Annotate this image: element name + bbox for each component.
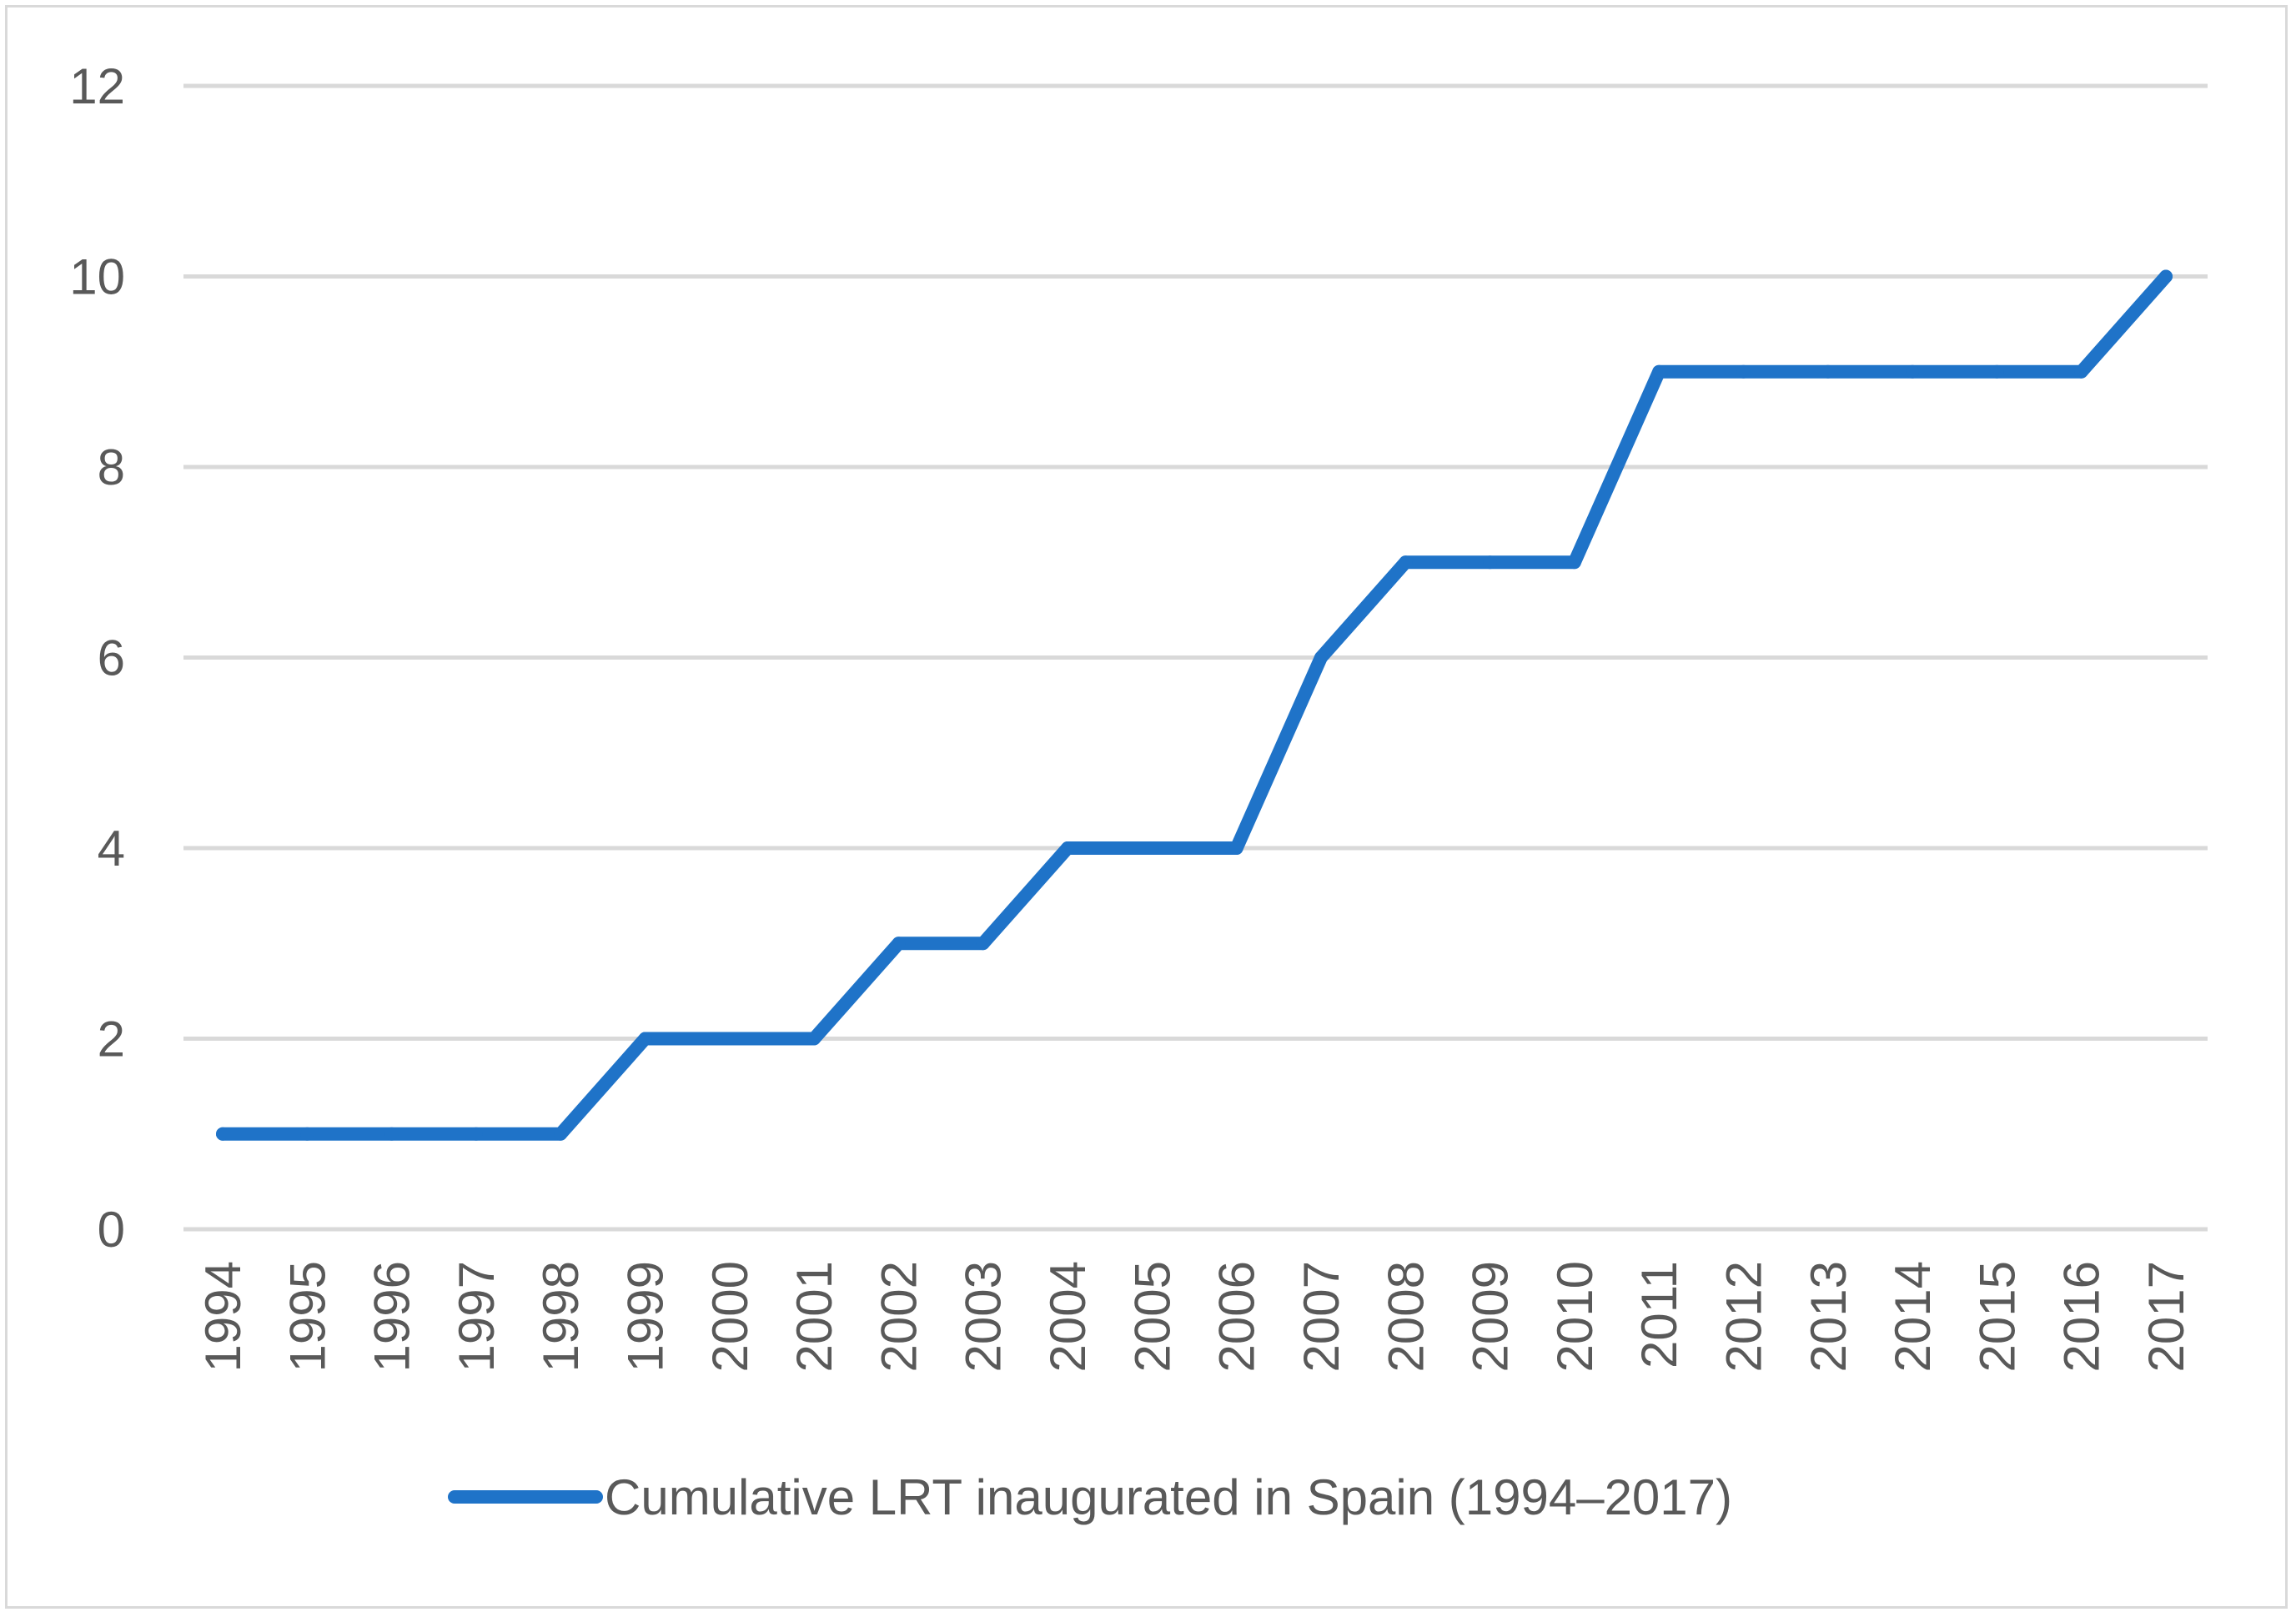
x-tick-label: 2003 bbox=[956, 1261, 1012, 1372]
chart-frame bbox=[5, 5, 2288, 1609]
data-point-1998 bbox=[554, 1127, 568, 1141]
x-tick-label: 2015 bbox=[1969, 1261, 2025, 1372]
data-point-2003 bbox=[976, 937, 990, 951]
data-point-2000 bbox=[722, 1032, 736, 1046]
series-line bbox=[216, 269, 2173, 1141]
legend: Cumulative LRT inaugurated in Spain (199… bbox=[448, 1469, 1732, 1525]
data-point-1994 bbox=[216, 1127, 229, 1141]
y-axis-labels: 0 2 4 6 8 10 12 bbox=[69, 58, 125, 1258]
x-tick-label: 2017 bbox=[2138, 1261, 2194, 1372]
series-layer bbox=[216, 269, 2173, 1141]
y-tick-label: 10 bbox=[69, 249, 125, 305]
data-point-2016 bbox=[2074, 364, 2088, 379]
x-tick-label: 2005 bbox=[1124, 1261, 1180, 1372]
x-tick-label: 2016 bbox=[2054, 1261, 2110, 1372]
data-point-2017 bbox=[2159, 269, 2173, 284]
data-point-1999 bbox=[638, 1032, 652, 1046]
data-point-1995 bbox=[300, 1127, 314, 1141]
data-point-2015 bbox=[1990, 364, 2004, 379]
data-point-2012 bbox=[1736, 364, 1751, 379]
y-tick-label: 0 bbox=[98, 1202, 125, 1258]
x-tick-label: 1998 bbox=[533, 1261, 589, 1372]
x-tick-label: 2012 bbox=[1716, 1261, 1771, 1372]
data-point-2006 bbox=[1229, 841, 1243, 855]
data-point-2007 bbox=[1314, 650, 1328, 665]
data-point-1996 bbox=[384, 1127, 399, 1141]
data-point-2001 bbox=[807, 1032, 821, 1046]
x-tick-label: 1994 bbox=[195, 1261, 251, 1372]
x-tick-label: 2014 bbox=[1885, 1261, 1941, 1372]
data-point-2014 bbox=[1906, 364, 1920, 379]
y-tick-label: 8 bbox=[98, 439, 125, 495]
data-point-1997 bbox=[469, 1127, 483, 1141]
x-tick-label: 2008 bbox=[1378, 1261, 1434, 1372]
x-tick-label: 1996 bbox=[364, 1261, 420, 1372]
y-tick-label: 4 bbox=[98, 821, 125, 876]
x-tick-label: 2011 bbox=[1631, 1261, 1687, 1368]
data-point-2013 bbox=[1821, 364, 1835, 379]
y-tick-label: 2 bbox=[98, 1012, 125, 1067]
y-tick-label: 6 bbox=[98, 630, 125, 686]
x-tick-label: 2004 bbox=[1040, 1261, 1096, 1372]
x-tick-label: 2006 bbox=[1209, 1261, 1265, 1372]
data-point-2011 bbox=[1652, 364, 1666, 379]
data-point-2002 bbox=[892, 937, 906, 951]
x-tick-label: 2007 bbox=[1294, 1261, 1349, 1372]
x-tick-label: 2009 bbox=[1463, 1261, 1519, 1372]
x-axis-labels: 1994 1995 1996 1997 1998 1999 2000 2001 2002 2003… bbox=[195, 1261, 2194, 1372]
data-point-2004 bbox=[1061, 841, 1075, 855]
y-tick-label: 12 bbox=[69, 58, 125, 114]
x-tick-label: 1999 bbox=[618, 1261, 674, 1372]
gridlines bbox=[183, 83, 2208, 1232]
x-tick-label: 2000 bbox=[702, 1261, 758, 1372]
x-tick-label: 2001 bbox=[786, 1261, 842, 1372]
data-point-2008 bbox=[1399, 555, 1413, 570]
legend-label: Cumulative LRT inaugurated in Spain (199… bbox=[605, 1469, 1732, 1525]
data-point-2010 bbox=[1567, 555, 1581, 570]
x-tick-label: 1997 bbox=[449, 1261, 505, 1372]
data-point-2009 bbox=[1483, 555, 1497, 570]
x-tick-label: 2002 bbox=[871, 1261, 927, 1372]
x-tick-label: 2013 bbox=[1801, 1261, 1856, 1372]
x-tick-label: 1995 bbox=[279, 1261, 335, 1372]
x-tick-label: 2010 bbox=[1547, 1261, 1603, 1372]
data-point-2005 bbox=[1145, 841, 1159, 855]
